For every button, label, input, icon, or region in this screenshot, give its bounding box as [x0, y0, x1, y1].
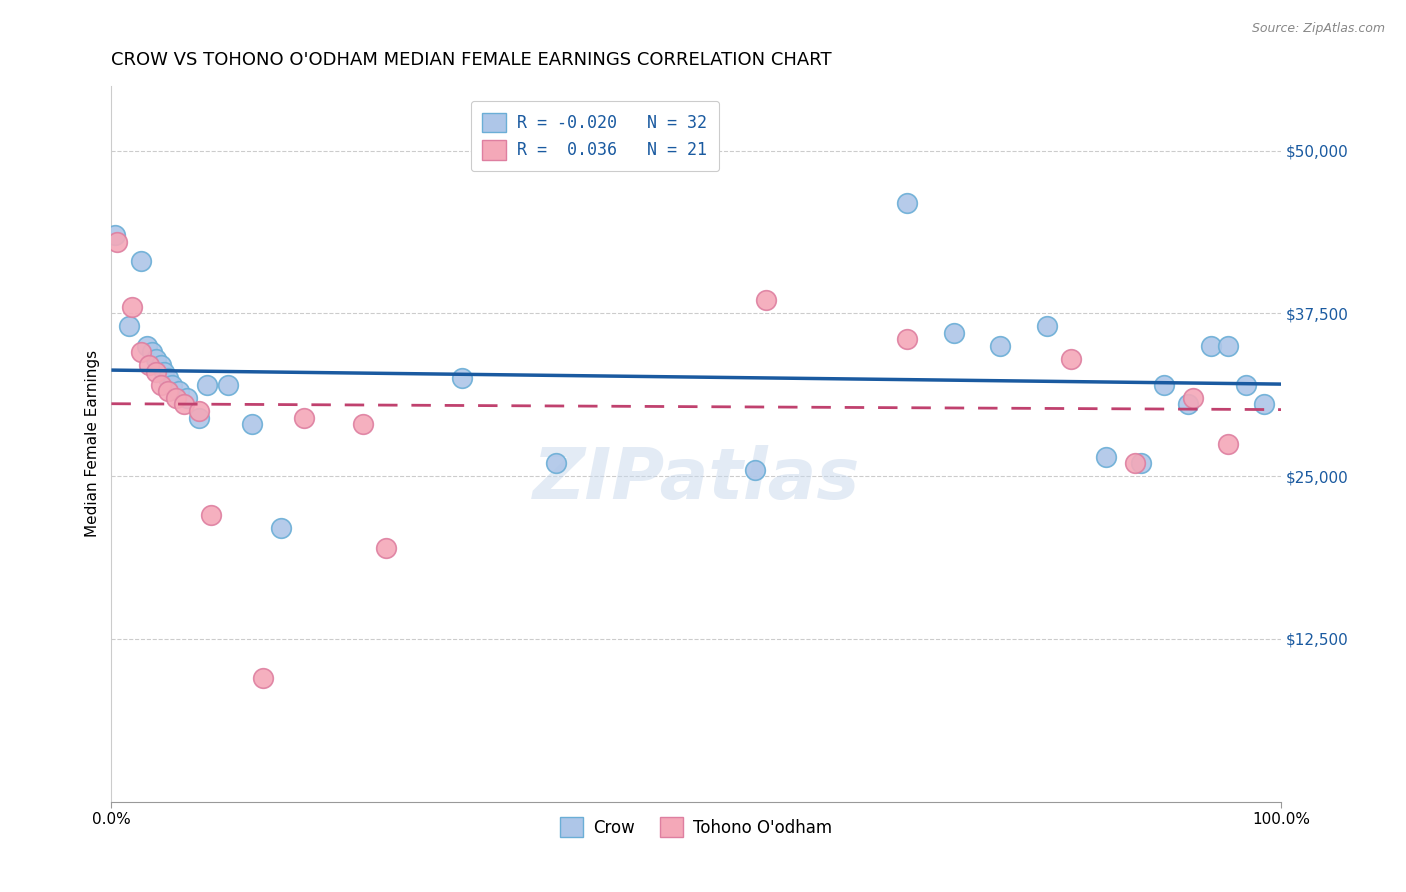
- Point: [145, 351, 167, 366]
- Y-axis label: Median Female Earnings: Median Female Earnings: [86, 350, 100, 537]
- Point: [896, 195, 918, 210]
- Point: [200, 508, 222, 523]
- Text: CROW VS TOHONO O'ODHAM MEDIAN FEMALE EARNINGS CORRELATION CHART: CROW VS TOHONO O'ODHAM MEDIAN FEMALE EAR…: [111, 51, 832, 69]
- Point: [1059, 351, 1081, 366]
- Point: [149, 378, 172, 392]
- Point: [118, 319, 141, 334]
- Point: [744, 462, 766, 476]
- Point: [138, 359, 160, 373]
- Point: [176, 391, 198, 405]
- Point: [145, 365, 167, 379]
- Point: [165, 391, 187, 405]
- Point: [153, 365, 176, 379]
- Point: [988, 339, 1011, 353]
- Point: [270, 521, 292, 535]
- Point: [755, 293, 778, 308]
- Point: [129, 345, 152, 359]
- Point: [135, 339, 157, 353]
- Point: [129, 254, 152, 268]
- Point: [375, 541, 398, 555]
- Point: [105, 235, 128, 249]
- Point: [1199, 339, 1222, 353]
- Point: [1129, 456, 1152, 470]
- Point: [1234, 378, 1257, 392]
- Point: [188, 410, 211, 425]
- Point: [173, 397, 195, 411]
- Point: [294, 410, 316, 425]
- Point: [167, 384, 190, 399]
- Point: [217, 378, 239, 392]
- Point: [240, 417, 263, 431]
- Point: [1182, 391, 1205, 405]
- Point: [1094, 450, 1116, 464]
- Point: [188, 404, 211, 418]
- Point: [1036, 319, 1059, 334]
- Point: [942, 326, 965, 340]
- Point: [352, 417, 374, 431]
- Point: [544, 456, 567, 470]
- Text: Source: ZipAtlas.com: Source: ZipAtlas.com: [1251, 22, 1385, 36]
- Point: [1177, 397, 1199, 411]
- Point: [1153, 378, 1175, 392]
- Point: [252, 671, 274, 685]
- Point: [156, 371, 179, 385]
- Point: [156, 384, 179, 399]
- Point: [896, 332, 918, 346]
- Point: [104, 228, 127, 243]
- Point: [1123, 456, 1146, 470]
- Point: [121, 300, 143, 314]
- Point: [149, 359, 172, 373]
- Point: [1218, 436, 1240, 450]
- Legend: Crow, Tohono O'odham: Crow, Tohono O'odham: [554, 811, 839, 843]
- Point: [1253, 397, 1275, 411]
- Point: [141, 345, 163, 359]
- Point: [160, 378, 183, 392]
- Point: [1218, 339, 1240, 353]
- Point: [195, 378, 218, 392]
- Point: [451, 371, 474, 385]
- Text: ZIPatlas: ZIPatlas: [533, 445, 860, 514]
